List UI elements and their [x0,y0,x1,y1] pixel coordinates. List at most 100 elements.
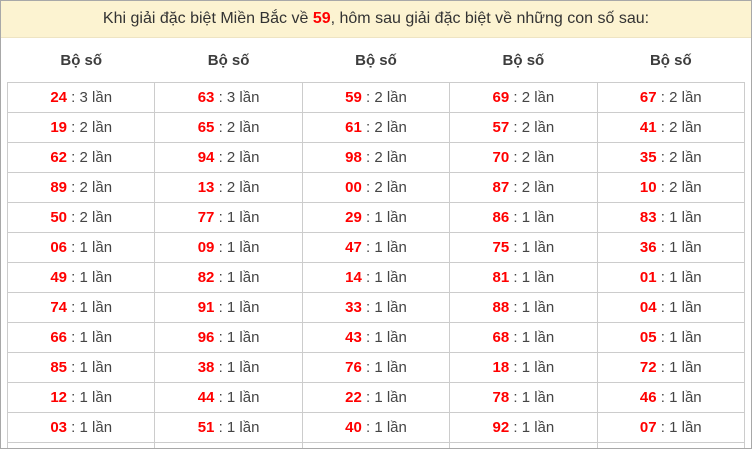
lottery-number: 85 [50,359,68,376]
lottery-number: 59 [345,89,362,106]
frequency-label: 1 lần [374,419,407,436]
lottery-number: 09 [197,239,215,256]
lottery-number: 36 [639,239,657,256]
separator: : [214,419,227,436]
frequency-label: 1 lần [226,389,260,406]
empty-cell [596,442,746,448]
number-cell: 04 : 1 lần [596,292,746,323]
frequency-label: 1 lần [226,239,260,256]
table-row: 06 : 1 lần 09 : 1 lần 47 : 1 lần 75 : 1 lần… [6,232,746,263]
frequency-label: 1 lần [226,419,260,436]
separator: : [509,419,522,436]
lottery-number: 41 [639,119,657,136]
separator: : [509,359,522,376]
lottery-number: 63 [197,89,215,106]
frequency-label: 1 lần [79,389,113,406]
frequency-label: 3 lần [226,89,260,106]
number-cell: 86 : 1 lần [449,202,598,233]
separator: : [361,359,375,376]
frequency-label: 3 lần [79,89,113,106]
number-cell: 22 : 1 lần [301,382,451,413]
number-cell: 91 : 1 lần [154,292,303,323]
frequency-label: 1 lần [226,329,260,346]
frequency-label: 1 lần [79,239,113,256]
lottery-number: 76 [345,359,362,376]
frequency-label: 1 lần [669,419,702,436]
number-cell: 77 : 1 lần [154,202,303,233]
table-row: 24 : 3 lần 63 : 3 lần 59 : 2 lần 69 : 2 lần… [6,82,746,113]
number-cell: 14 : 1 lần [301,262,451,293]
number-cell: 65 : 2 lần [154,112,303,143]
separator: : [361,149,375,166]
number-cell: 46 : 1 lần [596,382,746,413]
lottery-number: 12 [50,389,68,406]
frequency-label: 2 lần [669,89,702,106]
separator: : [214,179,227,196]
separator: : [214,149,227,166]
lottery-number: 51 [197,419,215,436]
number-cell: 68 : 1 lần [449,322,598,353]
frequency-label: 2 lần [521,119,555,136]
number-cell: 19 : 2 lần [6,112,156,143]
number-cell: 82 : 1 lần [154,262,303,293]
number-cell: 88 : 1 lần [449,292,598,323]
separator: : [214,389,227,406]
frequency-label: 2 lần [226,119,260,136]
separator: : [67,89,80,106]
lottery-number: 92 [492,419,510,436]
frequency-label: 1 lần [79,419,113,436]
separator: : [361,209,375,226]
column-header: Bộ số [154,38,303,83]
frequency-label: 1 lần [521,329,555,346]
number-cell: 66 : 1 lần [6,322,156,353]
frequency-label: 2 lần [374,149,407,166]
separator: : [509,389,522,406]
number-cell: 57 : 2 lần [449,112,598,143]
number-cell: 92 : 1 lần [449,412,598,443]
separator: : [656,89,670,106]
frequency-label: 2 lần [374,179,407,196]
separator: : [361,179,375,196]
number-cell: 69 : 2 lần [449,82,598,113]
frequency-label: 1 lần [374,209,407,226]
lottery-number: 86 [492,209,510,226]
frequency-label: 2 lần [79,179,113,196]
lottery-number: 70 [492,149,510,166]
frequency-label: 2 lần [226,179,260,196]
number-cell: 09 : 1 lần [154,232,303,263]
number-cell: 78 : 1 lần [449,382,598,413]
frequency-label: 2 lần [669,119,702,136]
separator: : [656,329,670,346]
separator: : [67,179,80,196]
number-cell: 49 : 1 lần [6,262,156,293]
lottery-number: 35 [639,149,657,166]
separator: : [509,209,522,226]
number-cell: 51 : 1 lần [154,412,303,443]
frequency-label: 1 lần [521,269,555,286]
separator: : [509,269,522,286]
number-cell: 62 : 2 lần [6,142,156,173]
empty-cell [154,442,303,448]
frequency-label: 1 lần [226,209,260,226]
lottery-number: 82 [197,269,215,286]
lottery-number: 03 [50,419,68,436]
column-header: Bộ số [449,38,598,83]
separator: : [656,119,670,136]
lottery-number: 66 [50,329,68,346]
lottery-number: 62 [50,149,68,166]
frequency-label: 1 lần [669,299,702,316]
number-cell: 43 : 1 lần [301,322,451,353]
number-cell: 13 : 2 lần [154,172,303,203]
frequency-label: 1 lần [669,209,702,226]
table-row: 49 : 1 lần 82 : 1 lần 14 : 1 lần 81 : 1 lần… [6,262,746,293]
number-cell: 01 : 1 lần [596,262,746,293]
lottery-number: 96 [197,329,215,346]
number-cell: 03 : 1 lần [6,412,156,443]
frequency-label: 1 lần [521,359,555,376]
number-cell: 36 : 1 lần [596,232,746,263]
frequency-label: 2 lần [669,149,702,166]
separator: : [656,179,670,196]
separator: : [656,239,670,256]
title-highlight-number: 59 [312,10,331,27]
separator: : [656,269,670,286]
